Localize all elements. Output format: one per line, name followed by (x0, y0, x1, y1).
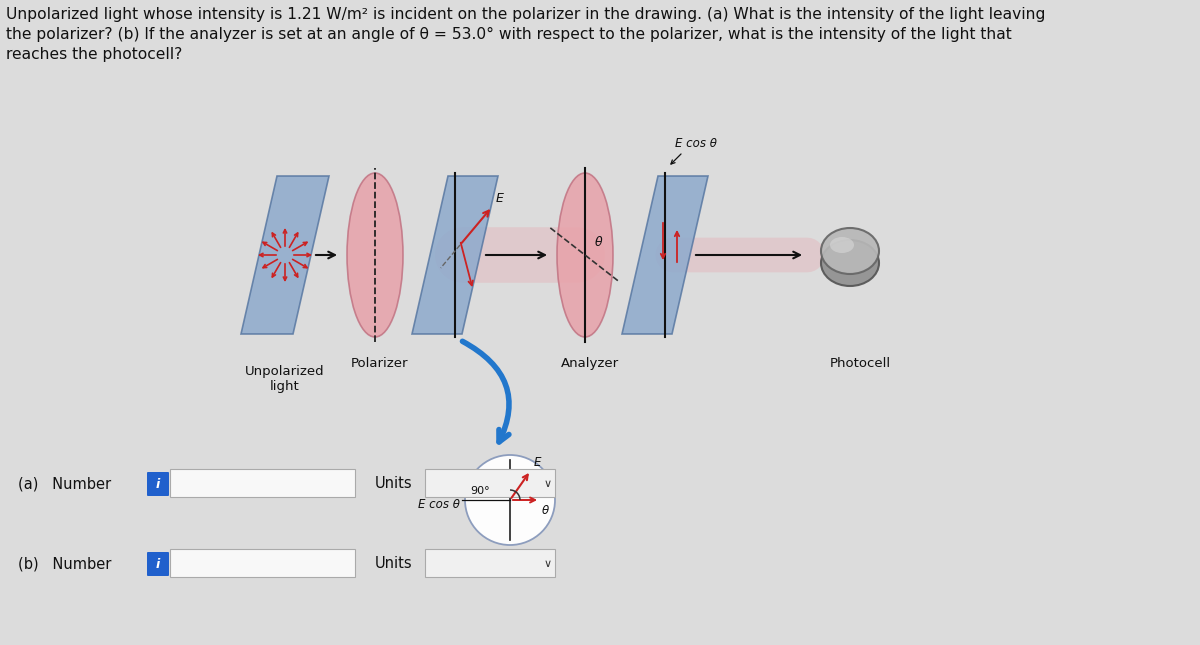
Text: Units: Units (374, 557, 413, 571)
Ellipse shape (557, 173, 613, 337)
Ellipse shape (821, 228, 878, 274)
Text: E: E (534, 455, 541, 468)
Ellipse shape (830, 237, 854, 253)
FancyArrowPatch shape (462, 341, 509, 442)
Text: Photocell: Photocell (829, 357, 890, 370)
FancyBboxPatch shape (170, 549, 355, 577)
Ellipse shape (821, 240, 878, 286)
Text: E cos θ: E cos θ (418, 497, 460, 510)
Ellipse shape (347, 173, 403, 337)
Text: (a)   Number: (a) Number (18, 477, 112, 491)
Text: Units: Units (374, 477, 413, 491)
Text: θ: θ (542, 504, 550, 517)
Polygon shape (622, 176, 708, 334)
Text: 90°: 90° (470, 486, 490, 496)
Text: Analyzer: Analyzer (560, 357, 619, 370)
FancyBboxPatch shape (170, 469, 355, 497)
Polygon shape (241, 176, 329, 334)
Text: i: i (156, 557, 160, 570)
Circle shape (466, 455, 554, 545)
Text: Unpolarized
light: Unpolarized light (245, 365, 325, 393)
FancyBboxPatch shape (425, 549, 554, 577)
Text: reaches the photocell?: reaches the photocell? (6, 47, 182, 62)
Text: ∨: ∨ (544, 559, 552, 569)
Polygon shape (412, 176, 498, 334)
FancyBboxPatch shape (425, 469, 554, 497)
Text: ∨: ∨ (544, 479, 552, 489)
Text: Unpolarized light whose intensity is 1.21 W/m² is incident on the polarizer in t: Unpolarized light whose intensity is 1.2… (6, 7, 1045, 22)
FancyBboxPatch shape (148, 552, 169, 576)
Text: θ: θ (595, 237, 602, 250)
Text: Polarizer: Polarizer (352, 357, 409, 370)
Text: E: E (496, 192, 504, 204)
Text: E cos θ: E cos θ (674, 137, 718, 150)
FancyBboxPatch shape (148, 472, 169, 496)
Text: i: i (156, 477, 160, 490)
Text: (b)   Number: (b) Number (18, 557, 112, 571)
Text: the polarizer? (b) If the analyzer is set at an angle of θ = 53.0° with respect : the polarizer? (b) If the analyzer is se… (6, 27, 1012, 42)
